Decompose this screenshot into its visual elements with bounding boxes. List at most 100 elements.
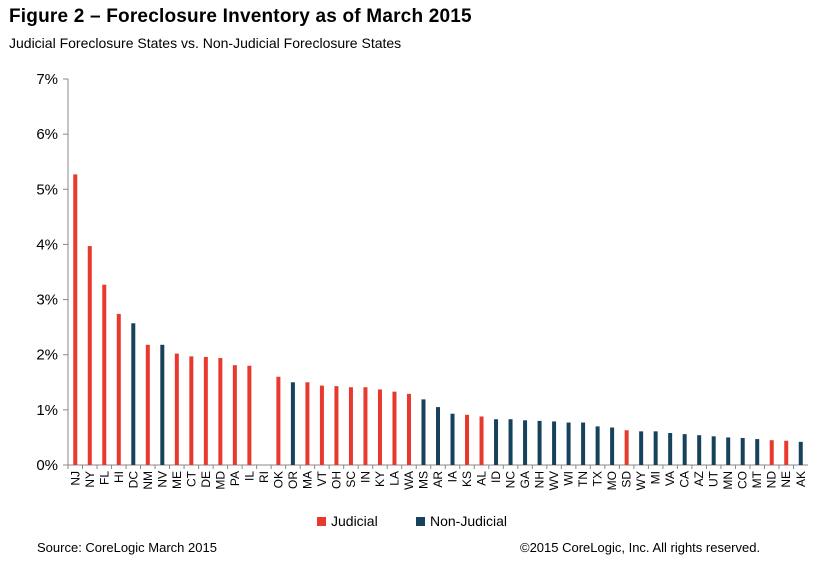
bar — [232, 365, 237, 465]
chart-subtitle: Judicial Foreclosure States vs. Non-Judi… — [9, 35, 402, 51]
x-tick-label: IL — [242, 471, 256, 481]
x-tick-label: NY — [83, 471, 97, 488]
bar — [668, 433, 673, 465]
bar — [189, 356, 194, 465]
x-tick-label: IA — [446, 471, 460, 482]
bar — [624, 430, 629, 465]
x-tick-label: DE — [199, 471, 213, 488]
source-note: Source: CoreLogic March 2015 — [37, 540, 217, 555]
bar — [276, 376, 281, 465]
x-tick-label: IN — [358, 471, 372, 483]
bar — [682, 434, 687, 465]
bar — [523, 420, 528, 465]
bar — [406, 393, 411, 465]
x-tick-label: UT — [707, 470, 721, 487]
x-tick-label: HI — [112, 471, 126, 483]
bar — [639, 431, 644, 465]
bar — [479, 416, 484, 465]
x-tick-label: VA — [663, 471, 677, 486]
bar — [377, 389, 382, 465]
x-tick-label: CA — [678, 471, 692, 488]
x-tick-label: MS — [416, 471, 430, 489]
bar — [334, 386, 339, 465]
bar — [436, 407, 440, 465]
bar — [798, 441, 803, 465]
bar — [247, 365, 252, 465]
x-tick-label: WY — [634, 471, 648, 490]
x-tick-label: GA — [518, 471, 532, 488]
bar — [581, 422, 586, 465]
bar — [552, 421, 557, 465]
x-tick-label: VT — [315, 470, 329, 486]
bar — [348, 387, 353, 465]
x-tick-label: MO — [605, 471, 619, 490]
bar — [508, 419, 513, 465]
bar — [145, 344, 150, 465]
bar — [450, 413, 455, 465]
x-tick-label: PA — [228, 471, 242, 486]
x-tick-label: AL — [475, 471, 489, 486]
x-tick-label: NE — [779, 471, 793, 488]
x-tick-label: OK — [271, 471, 285, 488]
legend-label: Judicial — [331, 513, 378, 529]
y-tick-label: 2% — [36, 347, 58, 364]
x-tick-label: WA — [402, 471, 416, 490]
bar — [218, 358, 223, 465]
bar — [290, 382, 295, 465]
bar — [73, 174, 78, 465]
bar — [116, 313, 121, 465]
bar — [566, 422, 571, 465]
bar — [392, 391, 397, 465]
x-tick-label: CT — [184, 470, 198, 487]
x-tick-label: SC — [344, 471, 358, 488]
x-tick-label: OR — [286, 471, 300, 489]
x-tick-label: WV — [547, 471, 561, 490]
x-tick-label: ME — [170, 471, 184, 489]
x-tick-label: OH — [329, 471, 343, 489]
bar — [653, 431, 658, 465]
bar — [203, 356, 208, 465]
bar — [87, 246, 92, 465]
y-tick-label: 4% — [36, 236, 58, 253]
x-tick-label: NC — [504, 471, 518, 489]
bar — [740, 437, 745, 465]
y-tick-label: 3% — [36, 292, 58, 309]
x-tick-label: AK — [794, 471, 808, 487]
x-tick-label: KY — [373, 471, 387, 487]
copyright-note: ©2015 CoreLogic, Inc. All rights reserve… — [520, 540, 761, 555]
x-tick-label: TX — [591, 471, 605, 486]
y-tick-label: 0% — [36, 457, 58, 474]
y-tick-label: 7% — [36, 71, 58, 88]
legend-swatch — [317, 517, 326, 526]
bar — [102, 284, 107, 465]
y-tick-label: 5% — [36, 181, 58, 198]
legend-swatch — [416, 517, 425, 526]
chart-title: Figure 2 – Foreclosure Inventory as of M… — [9, 6, 472, 27]
bar — [595, 426, 600, 465]
bar — [421, 399, 426, 465]
x-tick-label: CO — [736, 471, 750, 489]
x-tick-label: KS — [460, 471, 474, 487]
bar — [465, 414, 470, 465]
x-tick-label: MT — [750, 470, 764, 488]
x-tick-label: WI — [562, 471, 576, 486]
x-tick-label: NJ — [68, 471, 82, 486]
y-tick-label: 1% — [36, 402, 58, 419]
x-tick-label: NH — [533, 471, 547, 488]
bar — [711, 436, 716, 465]
bar — [697, 435, 702, 465]
bar — [494, 419, 499, 465]
x-tick-label: NM — [141, 471, 155, 490]
bar — [319, 385, 324, 465]
x-tick-label: AR — [431, 471, 445, 488]
bar — [769, 440, 774, 465]
x-tick-label: AZ — [692, 471, 706, 486]
bar — [174, 353, 179, 465]
bar — [784, 440, 789, 465]
legend-label: Non-Judicial — [430, 513, 507, 529]
x-tick-label: SD — [620, 471, 634, 488]
x-tick-label: MD — [213, 471, 227, 490]
x-tick-label: MA — [300, 471, 314, 489]
bar — [160, 344, 165, 465]
